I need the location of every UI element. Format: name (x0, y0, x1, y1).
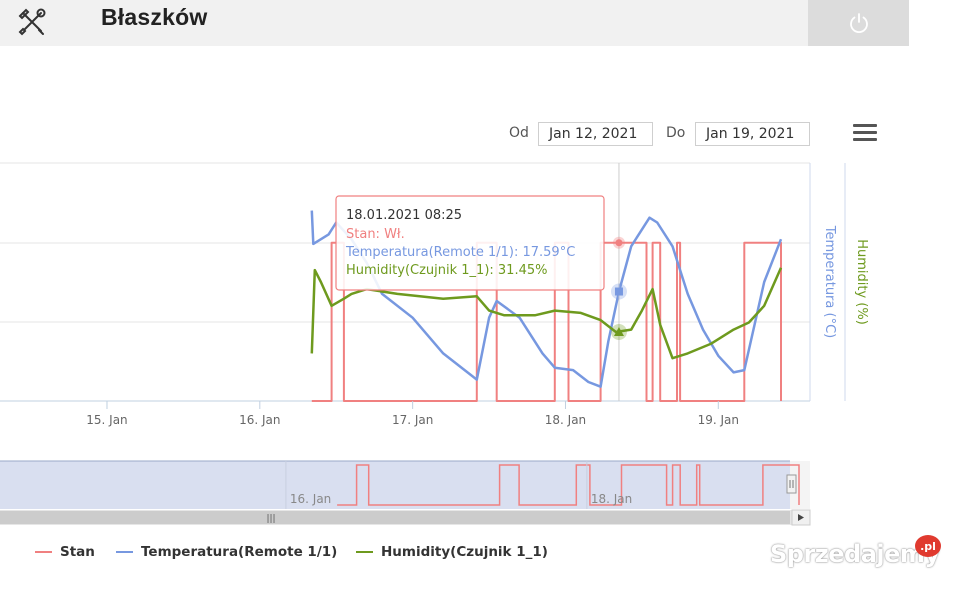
navigator: 16. Jan 18. Jan ||| (0, 460, 811, 526)
date-from-input[interactable]: Jan 12, 2021 (538, 122, 653, 146)
watermark-text: Sprzedajemy (770, 540, 940, 568)
series-line-humidity (310, 267, 783, 360)
x-tick-label: 16. Jan (239, 413, 280, 427)
tooltip: 18.01.2021 08:25 Stan: Wł. Temperatura(Rem… (335, 195, 605, 291)
legend-swatch-stan (35, 551, 52, 553)
watermark-badge: .pl (915, 535, 941, 557)
tooltip-humidity: Humidity(Czujnik 1_1): 31.45% (346, 263, 547, 278)
chart-area: 15. Jan 16. Jan 17. Jan 18. Jan 19. Jan 16. … (0, 162, 869, 526)
legend-swatch-temperatura (116, 551, 133, 553)
legend-label-stan: Stan (60, 544, 95, 560)
y-axis-title-temperature: Temperatura (°C) (822, 225, 837, 338)
power-button[interactable] (808, 0, 909, 46)
hover-point-humidity (613, 326, 624, 336)
top-bar-gap (909, 0, 959, 46)
date-to-input[interactable]: Jan 19, 2021 (695, 122, 810, 146)
navigator-tick-label: 18. Jan (591, 492, 632, 506)
y-axis-title-humidity: Humidity (%) (854, 239, 869, 325)
x-tick-label: 15. Jan (86, 413, 127, 427)
legend-item-humidity[interactable]: Humidity(Czujnik 1_1) (356, 544, 548, 560)
hover-point-stan (615, 239, 623, 247)
x-tick-label: 17. Jan (392, 413, 433, 427)
navigator-handle[interactable] (786, 474, 797, 494)
crosshair (610, 163, 627, 401)
date-to-label: Do (666, 125, 686, 141)
page-title: Błaszków (101, 4, 208, 30)
legend-swatch-humidity (356, 551, 373, 553)
legend-item-stan[interactable]: Stan (35, 544, 95, 560)
navigator-tick-label: 16. Jan (290, 492, 331, 506)
tooltip-timestamp: 18.01.2021 08:25 (346, 208, 462, 223)
legend-label-humidity: Humidity(Czujnik 1_1) (381, 544, 548, 560)
legend-label-temperatura: Temperatura(Remote 1/1) (141, 544, 338, 560)
top-bar: Błaszków (0, 0, 959, 46)
hamburger-menu-icon[interactable] (853, 124, 877, 146)
navigator-selection (0, 461, 790, 509)
power-icon (849, 13, 868, 34)
scrollbar-grip: ||| (266, 514, 275, 524)
tools-icon[interactable] (14, 4, 50, 40)
x-axis-ticks: 15. Jan 16. Jan 17. Jan 18. Jan 19. Jan (86, 401, 739, 427)
legend-item-temperatura[interactable]: Temperatura(Remote 1/1) (116, 544, 337, 560)
x-tick-label: 19. Jan (698, 413, 739, 427)
tooltip-box (335, 195, 605, 291)
tooltip-stan: Stan: Wł. (346, 227, 405, 242)
chevron-right-icon (798, 514, 804, 521)
scrollbar-thumb[interactable] (0, 511, 790, 524)
date-from-label: Od (509, 125, 529, 141)
hover-point-temperatura (614, 287, 623, 296)
x-tick-label: 18. Jan (545, 413, 586, 427)
tooltip-temperatura: Temperatura(Remote 1/1): 17.59°C (345, 245, 575, 260)
navigator-series-stan (337, 464, 800, 506)
